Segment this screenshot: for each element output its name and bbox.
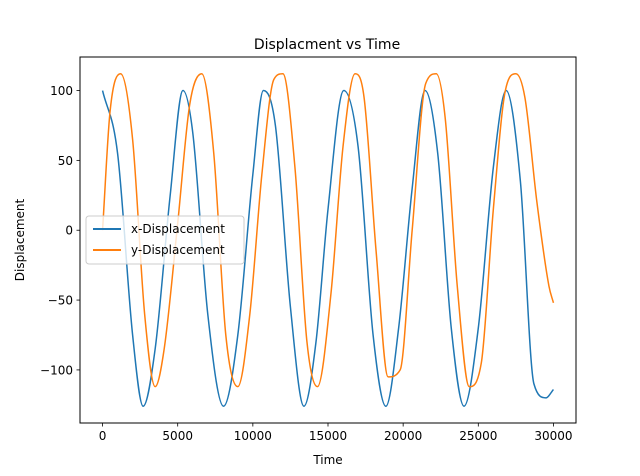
- y-tick-label: 100: [50, 84, 73, 98]
- x-tick-label: 15000: [309, 429, 347, 443]
- x-tick-label: 5000: [162, 429, 193, 443]
- y-tick-label: 0: [65, 224, 73, 238]
- x-axis-ticks: 0 5000 10000 15000 20000 25000 30000: [99, 423, 573, 443]
- x-tick-label: 0: [99, 429, 107, 443]
- y-tick-label: −100: [40, 363, 73, 377]
- y-tick-label: 50: [58, 154, 73, 168]
- x-tick-label: 30000: [534, 429, 572, 443]
- y-tick-label: −50: [48, 294, 73, 308]
- y-axis-ticks: −100 −50 0 50 100: [40, 84, 80, 377]
- series-line-x-displacement: [101, 89, 555, 407]
- x-tick-label: 20000: [384, 429, 422, 443]
- y-axis-label: Displacement: [13, 198, 27, 281]
- x-axis-label: Time: [312, 453, 342, 467]
- chart-title: Displacment vs Time: [254, 37, 400, 53]
- legend-label-y-displacement: y-Displacement: [131, 243, 225, 257]
- legend: x-Displacement y-Displacement: [85, 215, 245, 265]
- x-tick-label: 25000: [459, 429, 497, 443]
- legend-label-x-displacement: x-Displacement: [131, 222, 225, 236]
- legend-box: [85, 215, 245, 265]
- x-tick-label: 10000: [234, 429, 272, 443]
